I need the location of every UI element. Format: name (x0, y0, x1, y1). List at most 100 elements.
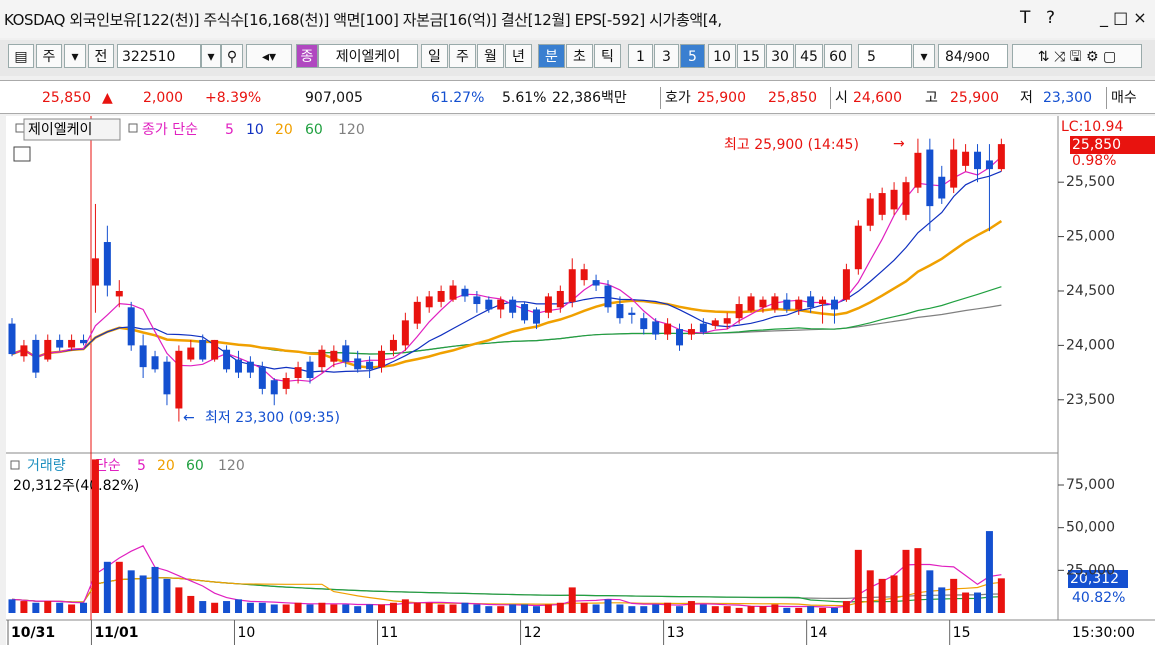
interval-button[interactable]: 45 (795, 44, 823, 68)
text-button[interactable]: T (1020, 8, 1031, 28)
period-button[interactable]: 일 (421, 44, 448, 68)
bid: 25,850 (768, 90, 817, 106)
period-button[interactable]: 월 (477, 44, 504, 68)
ma-period: 120 (338, 122, 365, 138)
volume-bar (568, 587, 576, 613)
name-box (23, 118, 121, 141)
volume-bar (556, 602, 564, 613)
volume-bar (711, 606, 719, 613)
interval-button[interactable]: 5 (680, 44, 705, 68)
menu-icon[interactable]: ▤ (8, 44, 34, 68)
candle-body (32, 339, 40, 373)
ratio: 61.27% (431, 90, 485, 106)
help-button[interactable]: ? (1046, 8, 1056, 28)
volume-bar (807, 606, 815, 613)
interval-button[interactable]: 30 (766, 44, 794, 68)
volume-bar (175, 587, 183, 613)
volume-bar (223, 601, 231, 613)
code-input[interactable]: 322510 (117, 44, 201, 68)
change: 2,000 (143, 90, 184, 106)
volume-bar (187, 595, 195, 613)
dropdown[interactable]: ▾ (64, 44, 86, 68)
candle-body (127, 307, 135, 346)
candle-body (306, 361, 314, 379)
candle-body (962, 151, 970, 166)
candle-body (378, 350, 386, 368)
interval-button[interactable]: 10 (708, 44, 736, 68)
search-icon[interactable]: ⚲ (221, 44, 243, 68)
candle-body (20, 345, 28, 357)
volume-bar (723, 606, 731, 613)
candle-body (890, 189, 898, 210)
high-note: 최고 25,900 (14:45) (724, 137, 859, 153)
tool-icons[interactable]: ⇅ ⤨ 🖫 ⚙ ▢ (1012, 44, 1142, 68)
candle-body (318, 349, 326, 368)
count-box[interactable]: 84/900 (938, 44, 1008, 68)
candle-body (926, 149, 934, 207)
candle-body (461, 288, 469, 297)
period-button[interactable]: 주 (449, 44, 476, 68)
interval-button[interactable]: 15 (737, 44, 765, 68)
candle-body (91, 258, 99, 286)
name-label: 제이엘케이 (28, 122, 92, 138)
x-tick-label: 10/31 (11, 625, 55, 641)
volume-bar (234, 599, 242, 613)
change-rate: +8.39% (205, 90, 262, 106)
candle-body (401, 320, 409, 346)
arrow: → (893, 136, 905, 152)
legend-icon (10, 460, 20, 470)
unit-input[interactable]: 5 (858, 44, 912, 68)
window-controls[interactable]: _ □ × (1100, 8, 1147, 27)
interval-button[interactable]: 3 (654, 44, 679, 68)
low-note: 최저 23,300 (09:35) (205, 410, 340, 426)
volume-bar (258, 602, 266, 613)
candle-body (747, 296, 755, 311)
volume-bar (139, 575, 147, 613)
volume-ma-period: 5 (137, 458, 146, 474)
dropdown[interactable]: ▾ (913, 44, 935, 68)
scope-button[interactable]: 전 (88, 44, 114, 68)
candle-body (8, 323, 16, 355)
volume-bar (437, 604, 445, 613)
candle-body (759, 299, 767, 308)
volume-bar (926, 570, 934, 613)
period-button[interactable]: 틱 (594, 44, 621, 68)
interval-button[interactable]: 1 (628, 44, 653, 68)
volume-bar (127, 570, 135, 613)
stock-name: 제이엘케이 (318, 44, 418, 68)
interval-button[interactable]: 60 (824, 44, 852, 68)
period-button[interactable]: 초 (566, 44, 593, 68)
candle-body (652, 321, 660, 335)
volume-bar (830, 607, 838, 613)
volume-bar (735, 607, 743, 613)
volume-bar (366, 604, 374, 613)
ask: 25,900 (697, 90, 746, 106)
volume-bar (592, 604, 600, 613)
period-button[interactable]: 분 (538, 44, 565, 68)
period-button[interactable]: 년 (505, 44, 532, 68)
candle-body (425, 296, 433, 308)
candle-body (568, 269, 576, 302)
x-tick-label: 15 (953, 625, 971, 641)
volume-bar (521, 604, 529, 613)
dropdown[interactable]: ▾ (201, 44, 221, 68)
market-button[interactable]: 주 (36, 44, 62, 68)
volume-bar (115, 561, 123, 613)
candle-body (556, 290, 564, 308)
y-tick-label: 25,000 (1066, 562, 1115, 578)
candle-body (342, 345, 350, 362)
ma-period: 10 (246, 122, 264, 138)
buy-button[interactable]: 매수 (1106, 87, 1137, 109)
nav-icon[interactable]: ◂▾ (246, 44, 292, 68)
x-tick-label: 11 (381, 625, 399, 641)
time-label: 15:30:00 (1072, 625, 1135, 641)
volume-bar (211, 602, 219, 613)
candle-body (44, 339, 52, 360)
volume-info: 20,312주(40.82%) (13, 478, 139, 494)
candle-body (997, 144, 1005, 170)
candle-body (795, 299, 803, 310)
volume-bar (246, 602, 254, 613)
candle-body (294, 367, 302, 379)
volume-bar (604, 599, 612, 613)
